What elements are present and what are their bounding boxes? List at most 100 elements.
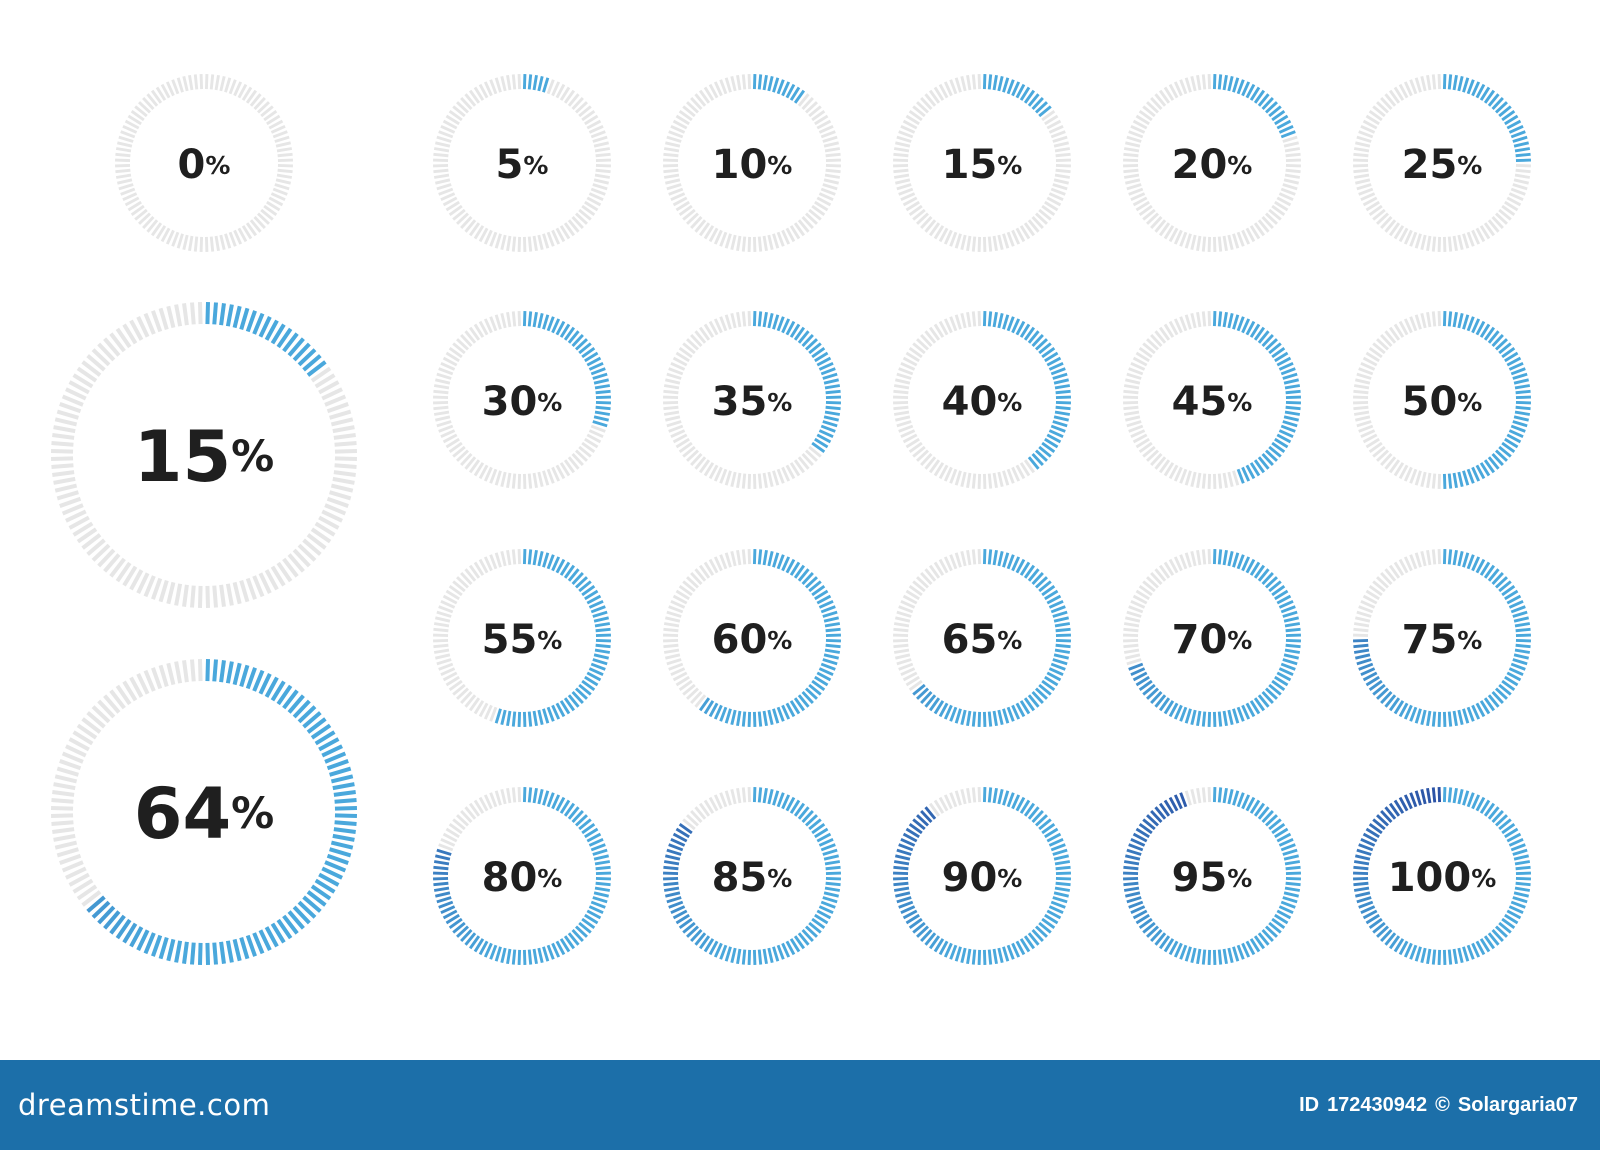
gauge-track-tick [1138, 346, 1153, 359]
gauge-track-tick [330, 483, 354, 493]
gauge-track-tick [478, 702, 489, 718]
gauge-filled-tick [581, 584, 596, 597]
gauge-track-tick [666, 610, 682, 618]
gauge-track-tick [900, 599, 916, 609]
gauge-track-tick [1150, 216, 1163, 229]
gauge-filled-tick [1130, 837, 1146, 847]
gauge-filled-tick [1048, 429, 1064, 439]
gauge-track-tick [464, 219, 477, 233]
gauge-track-tick [686, 338, 699, 351]
gauge-track-tick [1050, 130, 1066, 139]
gauge-track-tick [893, 147, 910, 153]
gauge-filled-tick [1046, 356, 1062, 367]
gauge-track-tick [933, 225, 945, 240]
gauge-filled-tick [1513, 415, 1530, 422]
gauge-track-tick [1354, 616, 1371, 623]
gauge-track-tick [896, 610, 912, 618]
gauge-filled-tick [1431, 711, 1437, 727]
gauge-filled-tick [1283, 653, 1300, 660]
gauge-track-tick [448, 584, 463, 597]
gauge-filled-tick [1048, 361, 1064, 371]
gauge-track-tick [1146, 212, 1159, 225]
gauge-filled-tick [532, 710, 538, 727]
gauge-track-tick [52, 790, 75, 797]
gauge-filled-tick [584, 913, 599, 925]
gauge-track-tick [468, 459, 481, 474]
gauge-track-tick [86, 711, 106, 729]
gauge-number: 15 [942, 142, 998, 188]
gauge-track-tick [1130, 124, 1146, 134]
gauge-track-tick [920, 97, 933, 110]
gauge-filled-tick [581, 917, 596, 930]
gauge-filled-tick [1227, 947, 1234, 964]
gauge-filled-tick [1512, 372, 1528, 380]
gauge-track-tick [1201, 549, 1207, 565]
gauge-filled-tick [1142, 683, 1156, 696]
gauge-track-tick [483, 794, 493, 810]
gauge-filled-tick [1190, 709, 1197, 726]
gauge-filled-tick [785, 83, 796, 99]
gauge-track-tick [436, 420, 452, 428]
gauge-filled-tick [908, 822, 923, 835]
gauge-filled-tick [1268, 683, 1282, 696]
gauge-track-tick [1126, 610, 1142, 618]
gauge-track-tick [245, 89, 258, 104]
gauge-filled-tick [258, 673, 272, 695]
gauge-filled-tick [805, 338, 818, 351]
gauge-filled-tick [1376, 925, 1389, 938]
gauge-track-tick [129, 676, 144, 698]
author-name[interactable]: Solargaria07 [1457, 1093, 1578, 1116]
gauge-filled-tick [542, 708, 550, 724]
gauge-track-tick [50, 456, 74, 462]
gauge-track-tick [76, 884, 98, 901]
gauge-track-tick [584, 114, 599, 126]
gauge-filled-tick [1011, 81, 1021, 97]
gauge-value-label: 85% [712, 855, 793, 901]
gauge-filled-tick [442, 909, 458, 920]
gauge-filled-tick [1283, 415, 1300, 422]
gauge-track-tick [436, 658, 452, 666]
gauge-filled-tick [542, 77, 550, 93]
gauge-filled-tick [593, 415, 610, 422]
gauge-filled-tick [1038, 580, 1052, 593]
gauge-filled-tick [1241, 466, 1251, 482]
gauge-track-tick [1431, 74, 1437, 90]
gauge-filled-tick [1360, 667, 1376, 677]
gauge-track-tick [1123, 384, 1140, 390]
gauge-filled-tick [1217, 711, 1223, 727]
gauge-filled-tick [893, 860, 910, 866]
gauge-track-tick [433, 147, 450, 153]
gauge-track-tick [109, 332, 126, 353]
gauge-track-tick [115, 684, 132, 706]
gauge-track-tick [494, 790, 502, 806]
gauge-track-tick [908, 204, 923, 217]
gauge-track-tick [893, 173, 910, 179]
gauge-track-tick [1044, 114, 1059, 126]
percent-sign: % [1227, 626, 1252, 655]
gauge-track-tick [719, 231, 728, 247]
gauge-filled-tick [1479, 86, 1491, 101]
gauge-filled-tick [1249, 799, 1261, 814]
gauge-filled-tick [1447, 311, 1453, 327]
gauge-filled-tick [1052, 372, 1068, 380]
gauge-track-tick [1146, 338, 1159, 351]
gauge-filled-tick [571, 810, 584, 823]
gauge-filled-tick [282, 689, 299, 710]
gauge-5-percent: 5% [433, 74, 611, 252]
gauge-filled-tick [997, 709, 1004, 726]
gauge-track-tick [1354, 141, 1371, 148]
dreamstime-logo[interactable]: dreamstime.com [18, 1088, 271, 1122]
gauge-number: 95 [1172, 855, 1228, 901]
gauge-track-tick [1276, 196, 1292, 207]
gauge-filled-tick [511, 711, 517, 727]
gauge-track-tick [527, 236, 533, 252]
gauge-track-tick [893, 152, 909, 158]
gauge-track-tick [136, 316, 150, 338]
gauge-track-tick [730, 471, 737, 488]
gauge-filled-tick [1483, 89, 1496, 104]
gauge-track-tick [334, 448, 358, 454]
gauge-track-tick [460, 216, 473, 229]
gauge-track-tick [1227, 471, 1234, 488]
gauge-filled-tick [334, 798, 357, 804]
gauge-track-tick [559, 462, 571, 477]
